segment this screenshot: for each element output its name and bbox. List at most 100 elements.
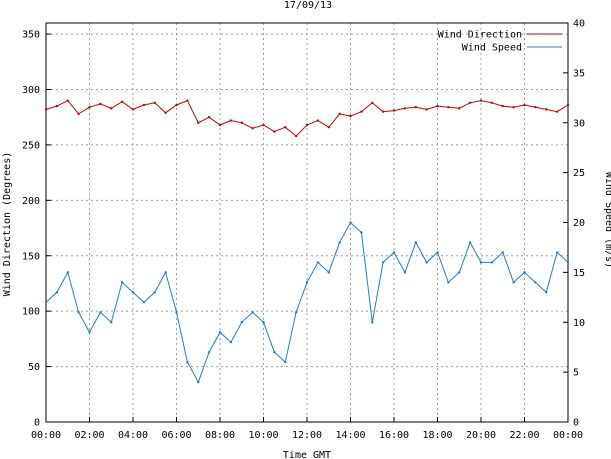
wind-direction-point [142,103,146,107]
wind-speed-point [534,281,537,284]
right-tick-label: 30 [573,118,585,129]
wind-direction-point [240,121,243,124]
wind-direction-point [66,99,69,102]
wind-speed-point [66,271,69,274]
wind-speed-point [142,301,146,304]
wind-direction-point [175,103,178,107]
wind-direction-point [436,104,439,108]
wind-speed-point [458,271,461,274]
wind-speed-point [305,281,309,284]
left-tick-label: 100 [22,307,40,318]
legend-label: Wind Direction [438,30,522,41]
wind-speed-point [523,271,526,274]
x-tick-label: 10:00 [248,430,278,441]
wind-direction-point [403,107,407,110]
chart-legend: Wind Direction Wind Speed [438,30,562,54]
x-tick-label: 20:00 [466,430,496,441]
x-tick-label: 12:00 [292,430,322,441]
left-tick-label: 200 [22,196,40,207]
wind-speed-point [218,331,222,334]
wind-speed-point [153,291,156,294]
wind-direction-point [294,134,298,138]
x-tick-label: 00:00 [31,430,61,441]
right-tick-label: 0 [573,418,579,429]
x-tick-label: 08:00 [205,430,235,441]
wind-direction-point [218,123,222,127]
left-tick-label: 300 [22,85,40,96]
legend-label: Wind Speed [462,43,522,54]
right-tick-label: 15 [573,268,585,279]
wind-direction-point [360,110,363,113]
x-tick-label: 02:00 [74,430,104,441]
left-tick-label: 0 [34,418,40,429]
left-tick-label: 350 [22,30,40,41]
plot-frame [45,22,569,423]
wind-speed-point [501,251,504,254]
wind-direction-point [88,106,91,109]
left-axis-ticks: 0 50 100 150 200 250 300 350 [22,30,51,429]
wind-speed-point [131,291,135,294]
wind-direction-point [305,123,309,127]
x-tick-label: 14:00 [335,430,365,441]
x-axis-ticks: 00:00 02:00 04:00 06:00 08:00 10:00 12:00 14:00… [31,417,583,441]
wind-speed-point [425,261,428,264]
wind-speed-point [240,321,243,324]
wind-speed-point [110,321,113,324]
wind-direction-point [153,101,156,105]
wind-speed-point [164,271,167,274]
right-tick-label: 5 [573,368,579,379]
wind-direction-point [207,116,211,119]
wind-direction-point [99,102,102,106]
wind-direction-point [273,130,276,133]
x-tick-label: 18:00 [422,430,452,441]
wind-direction-point [371,101,374,105]
wind-speed-point [262,321,265,324]
wind-speed-point [338,241,341,244]
wind-speed-point [403,271,407,274]
wind-speed-point [360,231,363,234]
wind-speed-point [381,261,385,264]
wind-direction-point [534,106,537,109]
wind-speed-point [447,281,450,284]
wind-direction-point [338,112,341,116]
wind-direction-point [425,108,428,111]
wind-speed-point [99,311,102,314]
wind-direction-point [414,106,417,109]
wind-speed-point [512,281,515,284]
wind-direction-point [447,106,450,109]
wind-speed-point [77,311,80,314]
wind-speed-point [436,251,439,254]
right-tick-label: 35 [573,68,585,79]
wind-speed-point [175,311,178,314]
wind-speed-point [294,311,298,314]
wind-speed-point [197,380,200,384]
wind-direction-point [555,110,559,113]
wind-speed-point [349,221,352,224]
wind-direction-point [44,108,48,111]
x-tick-label: 22:00 [509,430,539,441]
wind-direction-point [284,125,287,129]
wind-speed-point [327,271,330,274]
wind-speed-point [273,350,276,354]
wind-direction-point [512,106,515,109]
wind-speed-point [207,350,211,354]
wind-speed-point [186,360,189,364]
x-tick-label: 00:00 [553,430,583,441]
wind-speed-point [479,261,483,264]
left-tick-label: 50 [28,362,40,373]
wind-direction-point [131,108,135,111]
wind-speed-point [284,360,287,364]
grid-lines [46,23,568,422]
wind-direction-point [197,121,200,124]
wind-direction-point [381,110,385,113]
wind-speed-point [88,331,91,334]
chart-title: 17/09/13 [284,0,332,11]
left-tick-label: 150 [22,251,40,262]
wind-speed-point [555,251,559,254]
right-tick-label: 20 [573,218,585,229]
wind-direction-point [501,104,504,108]
wind-speed-point [392,251,396,254]
right-tick-label: 10 [573,318,585,329]
wind-direction-point [566,103,570,107]
